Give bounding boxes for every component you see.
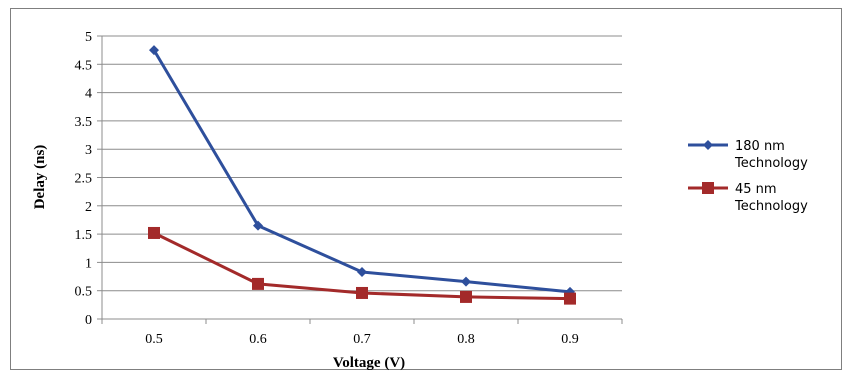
x-tick-labels: 0.5 0.6 0.7 0.8 0.9 (145, 332, 579, 347)
y-axis-title: Delay (ns) (32, 145, 48, 210)
legend: 180 nm Technology 45 nm Technology (688, 139, 808, 214)
x-tick-label: 0.8 (457, 332, 475, 347)
data-point (357, 267, 367, 278)
y-tick-label: 1.5 (75, 228, 93, 243)
series-1 (149, 45, 575, 297)
legend-label-line: 45 nm (735, 182, 777, 197)
y-tick-labels: 0 0.5 1 1.5 2 2.5 3 3.5 4 4.5 5 (75, 30, 93, 328)
y-tick-label: 1 (85, 256, 92, 271)
data-point (460, 290, 472, 303)
series-line (152, 49, 571, 294)
y-tick-label: 0.5 (75, 285, 93, 300)
y-tick-label: 5 (85, 30, 92, 45)
y-tick-label: 3 (85, 143, 92, 158)
y-tick-label: 4 (85, 87, 92, 102)
data-point (253, 220, 263, 231)
legend-item-2: 45 nm Technology (688, 182, 808, 214)
legend-label: 180 nm Technology (734, 139, 808, 171)
data-point (252, 277, 264, 290)
legend-item-1: 180 nm Technology (688, 139, 808, 171)
y-tick-label: 0 (85, 313, 92, 328)
legend-marker (702, 182, 714, 194)
series-2 (148, 226, 576, 305)
legend-label: 45 nm Technology (734, 182, 808, 214)
data-point (564, 292, 576, 305)
legend-label-line: 180 nm (735, 139, 785, 154)
x-tick-label: 0.7 (353, 332, 371, 347)
legend-label-line: Technology (734, 199, 808, 214)
y-tick-label: 4.5 (75, 58, 93, 73)
data-point (149, 45, 159, 56)
data-point (148, 226, 160, 239)
data-point (461, 276, 471, 287)
x-tick-label: 0.5 (145, 332, 163, 347)
legend-label-line: Technology (734, 156, 808, 171)
data-point (356, 286, 368, 299)
gridlines (97, 35, 622, 320)
y-tick-label: 3.5 (75, 115, 93, 130)
x-axis-title: Voltage (V) (333, 355, 405, 371)
axes (101, 36, 623, 324)
y-tick-label: 2 (85, 200, 92, 215)
x-tick-label: 0.6 (249, 332, 267, 347)
x-tick-label: 0.9 (561, 332, 579, 347)
y-tick-label: 2.5 (75, 172, 93, 187)
legend-marker (703, 140, 713, 150)
series-layer (148, 45, 576, 305)
